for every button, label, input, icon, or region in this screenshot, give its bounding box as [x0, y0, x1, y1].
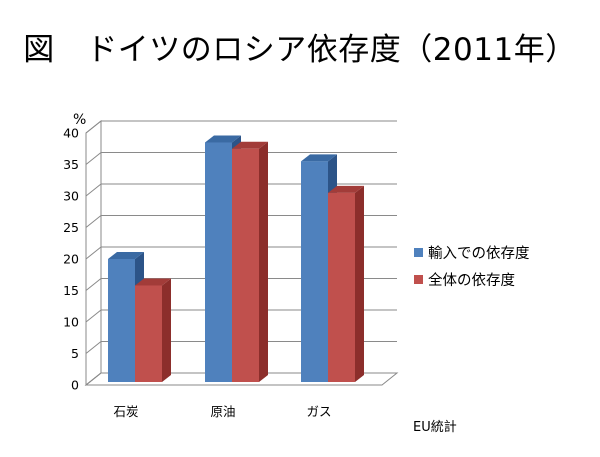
legend-label-import: 輸入での依存度: [428, 246, 530, 262]
y-tick-labels: 0 5 10 15 20 25 30 35 40: [63, 126, 79, 393]
gridline: [85, 372, 397, 386]
gridline: [85, 183, 397, 197]
y-tick-label: 10: [63, 315, 79, 330]
source-note: EU統計: [413, 420, 457, 435]
bar: [232, 141, 268, 382]
category-label: 原油: [210, 404, 235, 419]
bar-top: [108, 252, 144, 259]
bar-front: [301, 161, 328, 382]
y-tick-label: 30: [63, 189, 79, 204]
legend-label-total: 全体の依存度: [428, 273, 515, 289]
gridline: [85, 341, 397, 354]
bar-side: [162, 278, 171, 382]
bar-front: [108, 259, 135, 382]
bar-top: [232, 141, 268, 149]
gridline: [85, 120, 397, 134]
bar-front: [232, 148, 259, 382]
bar-top: [328, 185, 364, 193]
bar-side: [259, 141, 268, 382]
bars: [108, 135, 364, 382]
gridline: [85, 309, 397, 323]
bar-front: [205, 142, 232, 382]
legend-swatch-total: [414, 275, 423, 284]
y-tick-label: 15: [63, 283, 79, 298]
gridlines: [85, 120, 397, 386]
y-tick-label: 5: [71, 346, 79, 361]
gridline: [85, 152, 397, 165]
bar-top: [205, 135, 241, 143]
y-tick-label: 20: [63, 252, 79, 267]
y-tick-label: 40: [63, 126, 79, 141]
category-label: ガス: [306, 404, 331, 419]
bar: [328, 185, 364, 382]
gridline: [85, 246, 397, 260]
bar-side: [355, 185, 364, 382]
gridline: [85, 215, 397, 228]
category-label: 石炭: [113, 404, 138, 419]
y-tick-label: 25: [63, 220, 79, 235]
chart-title: 図 ドイツのロシア依存度（2011年）: [23, 32, 577, 68]
category-labels: 石炭 原油 ガス: [113, 404, 331, 419]
bar-front: [328, 192, 355, 382]
bar-top: [301, 154, 337, 162]
legend-item-import: 輸入での依存度: [414, 239, 530, 266]
bar: [135, 278, 171, 382]
bar-front: [135, 285, 162, 382]
bar-top: [135, 278, 171, 286]
legend: 輸入での依存度 全体の依存度: [414, 239, 530, 293]
gridline: [85, 278, 397, 291]
legend-swatch-import: [414, 248, 423, 257]
legend-item-total: 全体の依存度: [414, 266, 530, 293]
y-tick-label: 0: [71, 378, 79, 393]
y-tick-label: 35: [63, 157, 79, 172]
y-unit-label: %: [73, 112, 87, 128]
